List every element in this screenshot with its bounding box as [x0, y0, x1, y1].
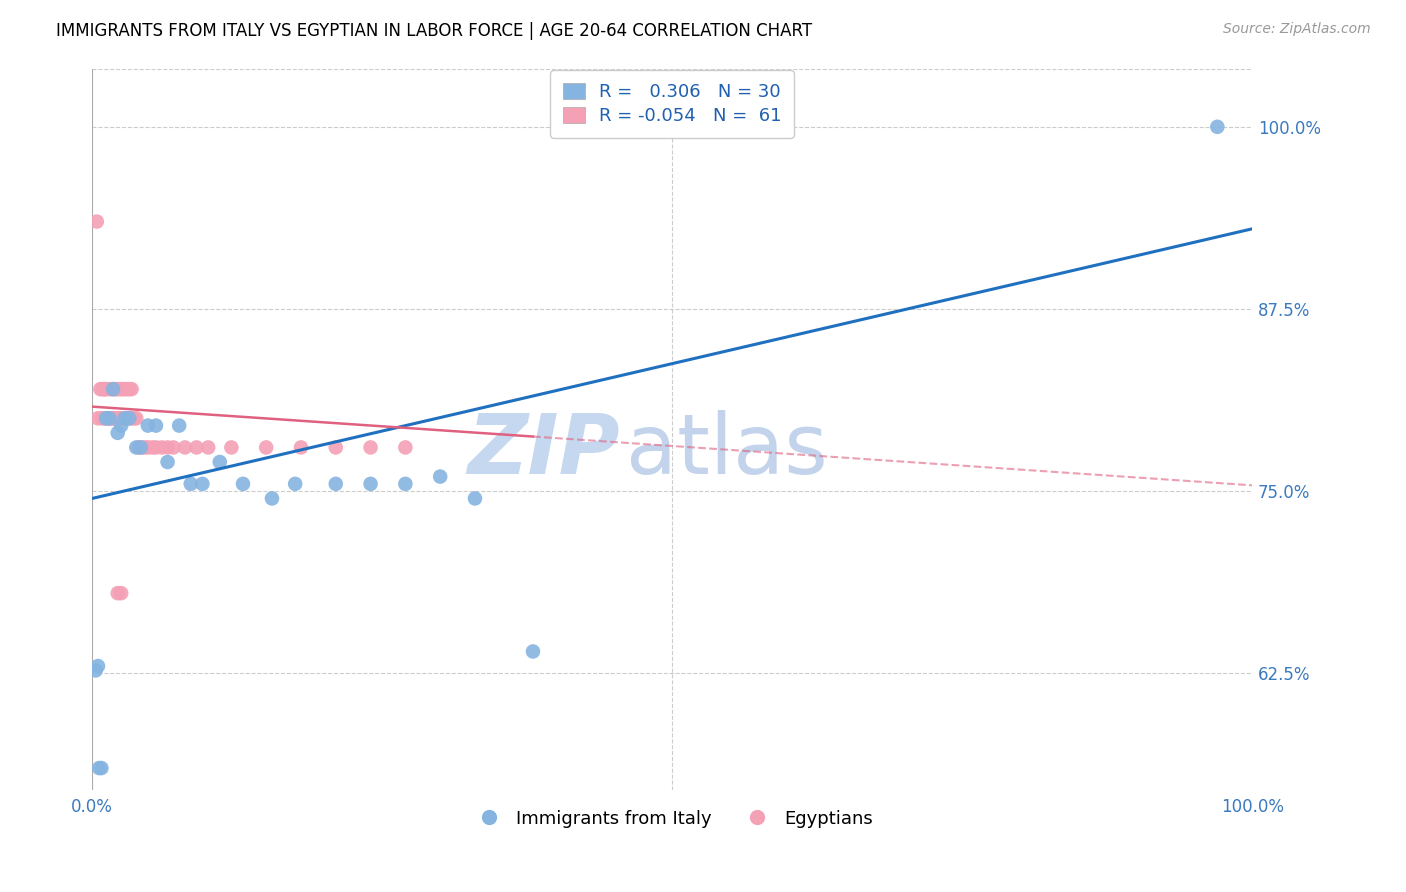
- Point: [114, 411, 136, 425]
- Point: [118, 411, 141, 425]
- Text: IMMIGRANTS FROM ITALY VS EGYPTIAN IN LABOR FORCE | AGE 20-64 CORRELATION CHART: IMMIGRANTS FROM ITALY VS EGYPTIAN IN LAB…: [56, 22, 813, 40]
- Point: [394, 441, 416, 455]
- Point: [167, 418, 190, 433]
- Point: [91, 382, 114, 396]
- Point: [125, 441, 148, 455]
- Point: [260, 491, 283, 506]
- Point: [394, 476, 416, 491]
- Point: [101, 382, 124, 396]
- Text: atlas: atlas: [626, 410, 828, 491]
- Point: [107, 382, 129, 396]
- Point: [118, 411, 141, 425]
- Point: [197, 441, 219, 455]
- Point: [89, 382, 111, 396]
- Point: [108, 411, 131, 425]
- Point: [125, 411, 148, 425]
- Point: [118, 382, 141, 396]
- Point: [464, 491, 486, 506]
- Point: [98, 382, 121, 396]
- Point: [107, 411, 129, 425]
- Point: [180, 476, 202, 491]
- Point: [162, 441, 184, 455]
- Point: [86, 214, 108, 228]
- Point: [101, 411, 124, 425]
- Point: [104, 382, 127, 396]
- Point: [84, 664, 107, 678]
- Point: [87, 411, 110, 425]
- Point: [360, 441, 382, 455]
- Point: [429, 469, 451, 483]
- Point: [93, 411, 115, 425]
- Point: [105, 411, 128, 425]
- Point: [110, 411, 132, 425]
- Point: [128, 441, 150, 455]
- Point: [108, 411, 131, 425]
- Point: [87, 659, 110, 673]
- Point: [134, 441, 156, 455]
- Point: [114, 382, 136, 396]
- Point: [107, 425, 129, 440]
- Point: [208, 455, 231, 469]
- Point: [156, 441, 179, 455]
- Point: [107, 586, 129, 600]
- Point: [129, 441, 152, 455]
- Point: [150, 441, 173, 455]
- Point: [145, 441, 167, 455]
- Point: [101, 382, 124, 396]
- Point: [90, 411, 112, 425]
- Point: [145, 418, 167, 433]
- Point: [284, 476, 307, 491]
- Point: [110, 586, 132, 600]
- Point: [221, 441, 243, 455]
- Point: [254, 441, 277, 455]
- Point: [1206, 120, 1229, 134]
- Point: [110, 418, 132, 433]
- Point: [186, 441, 208, 455]
- Point: [100, 411, 122, 425]
- Point: [112, 411, 135, 425]
- Point: [136, 418, 159, 433]
- Point: [94, 411, 117, 425]
- Point: [156, 455, 179, 469]
- Point: [98, 411, 121, 425]
- Point: [108, 382, 131, 396]
- Point: [98, 411, 121, 425]
- Point: [103, 411, 125, 425]
- Point: [522, 644, 544, 658]
- Point: [94, 382, 117, 396]
- Point: [115, 411, 138, 425]
- Point: [96, 411, 118, 425]
- Point: [94, 411, 117, 425]
- Point: [141, 441, 163, 455]
- Point: [191, 476, 214, 491]
- Point: [121, 382, 143, 396]
- Point: [121, 411, 143, 425]
- Point: [104, 411, 127, 425]
- Point: [89, 761, 111, 775]
- Point: [90, 761, 112, 775]
- Legend: Immigrants from Italy, Egyptians: Immigrants from Italy, Egyptians: [464, 803, 880, 835]
- Point: [111, 411, 134, 425]
- Point: [174, 441, 197, 455]
- Point: [360, 476, 382, 491]
- Text: ZIP: ZIP: [467, 410, 620, 491]
- Point: [97, 411, 120, 425]
- Point: [122, 411, 145, 425]
- Point: [115, 382, 138, 396]
- Point: [94, 382, 117, 396]
- Point: [232, 476, 254, 491]
- Point: [114, 411, 136, 425]
- Point: [111, 382, 134, 396]
- Point: [129, 441, 152, 455]
- Point: [101, 411, 124, 425]
- Text: Source: ZipAtlas.com: Source: ZipAtlas.com: [1223, 22, 1371, 37]
- Point: [325, 476, 347, 491]
- Point: [290, 441, 312, 455]
- Point: [93, 382, 115, 396]
- Point: [325, 441, 347, 455]
- Point: [136, 441, 159, 455]
